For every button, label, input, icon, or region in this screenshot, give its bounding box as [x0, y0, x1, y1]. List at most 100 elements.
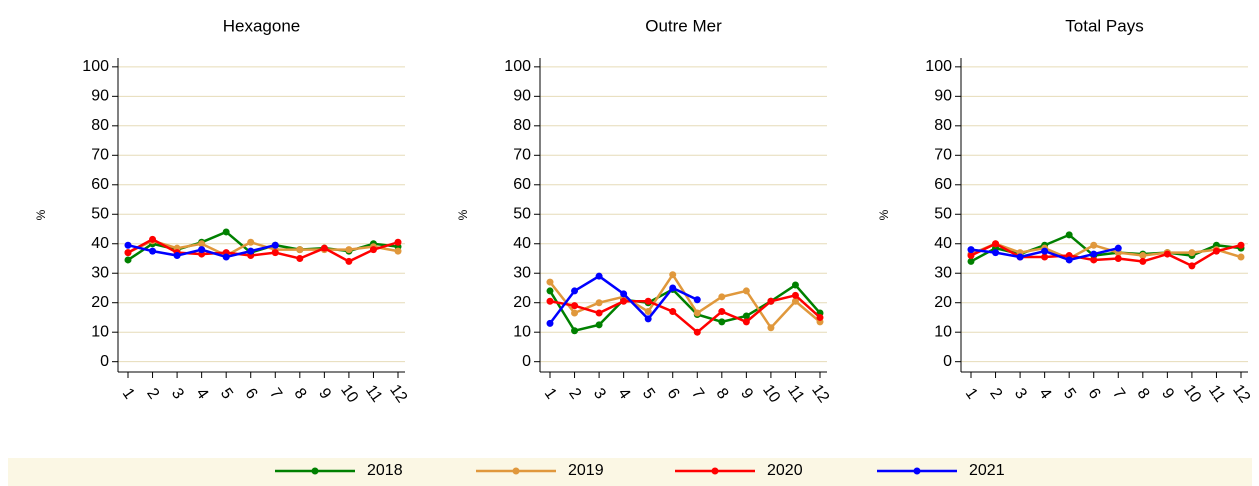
x-tick-label: 10 [337, 382, 361, 406]
y-axis-label: % [877, 209, 891, 220]
data-point [546, 319, 554, 327]
data-point [1237, 253, 1245, 261]
x-tick-label: 5 [1060, 385, 1079, 402]
x-tick-label: 7 [1109, 385, 1128, 402]
chart-title: Outre Mer [645, 16, 722, 35]
y-tick-label: 30 [513, 264, 531, 281]
legend-marker [711, 467, 719, 475]
x-tick-label: 12 [808, 382, 832, 406]
data-point [394, 247, 402, 255]
y-tick-label: 10 [91, 323, 109, 340]
x-tick-label: 7 [266, 385, 285, 402]
series-line: 2018 [970, 233, 1242, 263]
legend-marker [311, 467, 319, 475]
y-tick-label: 30 [934, 264, 952, 281]
data-point [1090, 241, 1098, 249]
data-point [571, 302, 579, 310]
legend-background [8, 458, 1252, 486]
x-tick-label: 8 [1134, 385, 1153, 402]
series-line: 2018 [548, 283, 821, 333]
y-tick-label: 20 [513, 294, 531, 311]
data-point [595, 299, 603, 307]
x-tick-label: 9 [1158, 385, 1177, 402]
y-tick-label: 70 [91, 147, 109, 164]
data-point [669, 284, 677, 292]
data-point [967, 257, 975, 265]
data-point [1114, 244, 1122, 252]
y-tick-label: 90 [513, 88, 531, 105]
x-tick-label: 2 [565, 385, 584, 402]
y-tick-label: 0 [522, 353, 531, 370]
y-tick-label: 30 [91, 264, 109, 281]
y-tick-label: 40 [513, 235, 531, 252]
data-point [124, 241, 132, 249]
x-tick-label: 12 [386, 382, 410, 406]
data-point [791, 281, 799, 289]
chart-title: Hexagone [223, 16, 301, 35]
data-point [198, 246, 206, 254]
data-point [546, 287, 554, 295]
data-point [173, 252, 181, 260]
data-point [742, 312, 750, 320]
x-tick-label: 1 [962, 385, 981, 402]
x-tick-label: 6 [663, 385, 682, 402]
x-tick-label: 4 [614, 385, 633, 402]
x-tick-label: 9 [315, 385, 334, 402]
y-tick-label: 80 [934, 117, 952, 134]
data-point [1041, 247, 1049, 255]
x-tick-label: 3 [1011, 385, 1030, 402]
x-tick-label: 8 [713, 385, 732, 402]
y-tick-label: 0 [100, 353, 109, 370]
data-point [742, 318, 750, 326]
data-point [571, 309, 579, 317]
data-point [124, 256, 132, 264]
y-tick-label: 40 [934, 235, 952, 252]
x-tick-label: 5 [217, 385, 236, 402]
data-point [967, 252, 975, 260]
y-tick-label: 60 [91, 176, 109, 193]
data-point [595, 272, 603, 280]
x-tick-label: 10 [1180, 382, 1204, 406]
y-tick-label: 50 [934, 205, 952, 222]
data-point [620, 290, 628, 298]
x-tick-label: 10 [759, 382, 783, 406]
data-point [693, 309, 701, 317]
series-line: 2020 [127, 237, 399, 263]
data-point [1188, 249, 1196, 257]
data-point [718, 308, 726, 316]
x-tick-label: 3 [168, 385, 187, 402]
x-tick-label: 11 [784, 382, 808, 405]
data-point [1237, 241, 1245, 249]
data-point [222, 253, 230, 261]
data-point [644, 315, 652, 323]
data-point [669, 308, 677, 316]
y-tick-label: 50 [513, 205, 531, 222]
data-point [546, 297, 554, 305]
data-point [271, 249, 279, 257]
data-point [791, 297, 799, 305]
y-axis-label: % [34, 209, 48, 220]
y-tick-label: 60 [934, 176, 952, 193]
x-tick-label: 1 [541, 385, 560, 402]
series-line: 2020 [549, 293, 821, 334]
x-tick-label: 6 [1084, 385, 1103, 402]
data-point [369, 246, 377, 254]
data-point [620, 297, 628, 305]
data-point [546, 278, 554, 286]
y-tick-label: 70 [513, 147, 531, 164]
y-tick-label: 70 [934, 147, 952, 164]
x-tick-label: 7 [688, 385, 707, 402]
data-point [992, 240, 1000, 248]
x-tick-label: 11 [1205, 382, 1229, 405]
x-tick-label: 9 [737, 385, 756, 402]
legend-label: 2020 [767, 462, 803, 479]
series-line: 2020 [970, 242, 1242, 268]
x-tick-label: 8 [291, 385, 310, 402]
y-tick-label: 50 [91, 205, 109, 222]
data-point [124, 249, 132, 257]
data-point [222, 228, 230, 236]
data-point [1065, 256, 1073, 264]
y-tick-label: 100 [504, 58, 531, 75]
data-point [669, 271, 677, 279]
data-point [1090, 256, 1098, 264]
